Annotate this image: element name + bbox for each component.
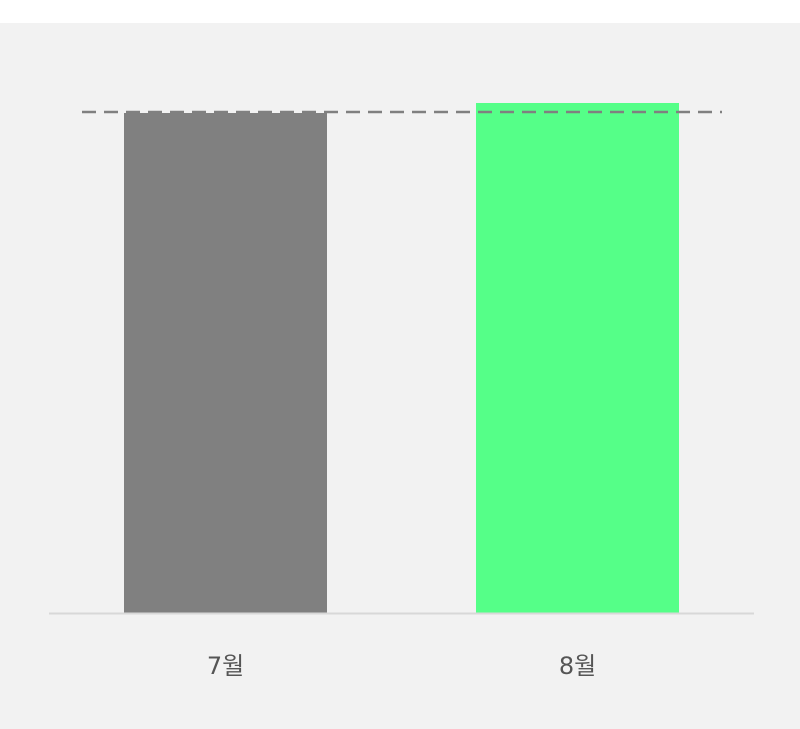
bar-2 (476, 103, 679, 613)
bar-1 (124, 113, 327, 613)
x-tick-label: 7월 (207, 652, 244, 680)
x-tick-label: 8월 (559, 652, 596, 680)
